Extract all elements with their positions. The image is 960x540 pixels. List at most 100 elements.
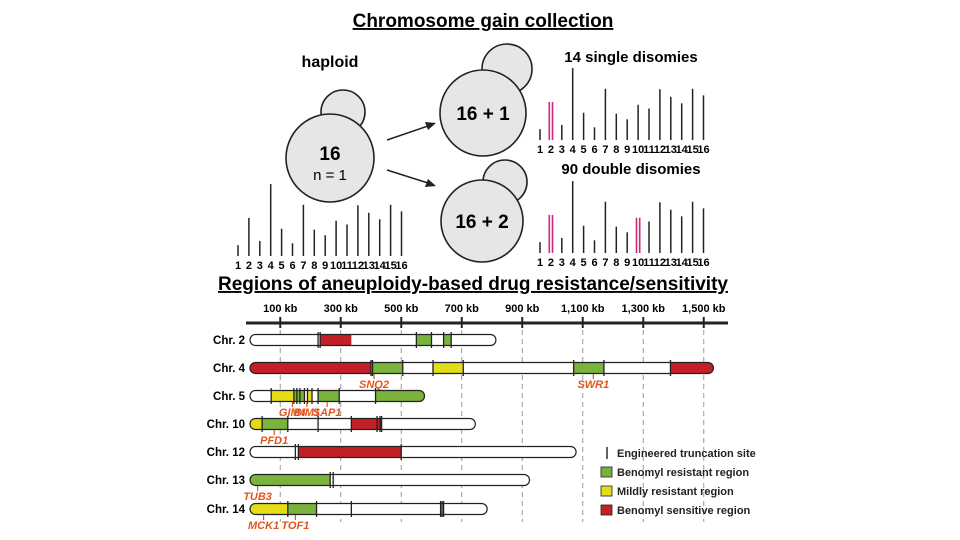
single-disomy-cell: [439, 43, 533, 157]
chromosome-number-11: 11: [643, 144, 655, 156]
benomyl-resistant-region: [250, 474, 331, 486]
mildly-resistant-region: [271, 390, 294, 402]
top-title: Chromosome gain collection: [353, 11, 614, 32]
haploid-cell: [285, 89, 375, 203]
chromosome-body: [250, 334, 496, 346]
chromosome-row: Chr. 12: [207, 444, 577, 460]
chromosome-label: Chr. 5: [213, 391, 246, 403]
chromosome-number-1: 1: [235, 260, 241, 272]
mildly-resistant-region: [307, 390, 313, 402]
chromosome-outline: [249, 445, 577, 459]
chromosome-number-10: 10: [330, 260, 342, 272]
gene-label-tub3: TUB3: [243, 491, 272, 503]
chromosome-outline: [249, 361, 715, 375]
chromosome-row: Chr. 4 SNQ2 SWR1: [213, 360, 715, 391]
chromosome-number-9: 9: [624, 257, 630, 269]
chromosome-number-11: 11: [643, 257, 655, 269]
mildly-resistant-region: [250, 503, 288, 515]
gene-label-gim4: GIM4: [279, 407, 306, 419]
chromosome-outline: [249, 389, 426, 403]
benomyl-resistant-region: [443, 334, 452, 346]
legend-swatch: [600, 504, 613, 516]
chromosome-number-2: 2: [246, 260, 252, 272]
chromosome-number-13: 13: [665, 257, 677, 269]
chromosome-number-1: 1: [537, 144, 543, 156]
chromosome-label: Chr. 12: [207, 447, 245, 459]
benomyl-resistant-region: [287, 503, 317, 515]
chromosome-number-16: 16: [697, 257, 709, 269]
chromosome-number-4: 4: [570, 257, 577, 269]
chromosome-number-15: 15: [686, 144, 698, 156]
chromosome-number-11: 11: [341, 260, 353, 272]
scale-tick-label: 1,300 kb: [622, 303, 666, 315]
legend-label: Benomyl sensitive region: [617, 505, 751, 517]
legend-label: Engineered truncation site: [617, 448, 756, 460]
chromosome-label: Chr. 2: [213, 335, 245, 347]
chromosome-number-7: 7: [300, 260, 306, 272]
haploid-ploidy: n = 1: [313, 167, 347, 184]
chromosome-label: Chr. 4: [213, 363, 246, 375]
chromosome-number-12: 12: [654, 144, 666, 156]
benomyl-resistant-region: [375, 390, 425, 402]
chromosome-number-14: 14: [676, 257, 689, 269]
chromosome-number-7: 7: [602, 257, 608, 269]
chromosome-number-3: 3: [559, 144, 565, 156]
chromosome-map: 100 kb 300 kb 500 kb 700 kb 900 kb 1,100 kb 1,…: [207, 303, 728, 532]
benomyl-sensitive-region: [250, 362, 371, 374]
legend-item: Benomyl resistant region: [600, 466, 749, 479]
legend: Engineered truncation site Benomyl resist…: [600, 447, 756, 517]
chromosome-row: Chr. 13 TUB3: [207, 472, 531, 503]
chromosome-label: Chr. 13: [207, 475, 245, 487]
scale-tick-label: 100 kb: [263, 303, 298, 315]
chromosome-number-15: 15: [686, 257, 698, 269]
chromosome-number-14: 14: [676, 144, 689, 156]
chromosome-number-5: 5: [279, 260, 285, 272]
chromosome-number-5: 5: [581, 144, 587, 156]
double-disomy-cell: [440, 159, 528, 263]
chromosome-number-12: 12: [352, 260, 364, 272]
benomyl-sensitive-region: [319, 334, 352, 346]
benomyl-resistant-region: [293, 390, 305, 402]
arrow-to-double: [386, 169, 436, 187]
chromosome-number-7: 7: [602, 144, 608, 156]
double-disomies-label: 90 double disomies: [561, 161, 700, 178]
chromosome-number-6: 6: [591, 144, 597, 156]
gene-label-bim1: BIM1: [294, 407, 320, 419]
gene-label-swr1: SWR1: [577, 379, 609, 391]
chromosome-number-6: 6: [289, 260, 295, 272]
legend-swatch: [600, 485, 613, 497]
single-disomies-label: 14 single disomies: [564, 49, 697, 66]
legend-label: Mildly resistant region: [617, 486, 734, 498]
chromosome-number-10: 10: [632, 144, 644, 156]
gene-label-snq2: SNQ2: [359, 379, 389, 391]
chromosome-number-5: 5: [581, 257, 587, 269]
haploid-label: haploid: [302, 54, 359, 71]
chromosome-number-8: 8: [311, 260, 317, 272]
chromosome-outline: [249, 502, 488, 516]
single-count: 16 + 1: [456, 104, 510, 125]
benomyl-resistant-region: [372, 362, 403, 374]
benomyl-resistant-region: [416, 334, 432, 346]
chromosome-number-8: 8: [613, 144, 619, 156]
gene-label-sap1: SAP1: [313, 407, 342, 419]
benomyl-sensitive-region: [351, 418, 382, 430]
benomyl-resistant-region: [573, 362, 604, 374]
gene-label-mck1: MCK1: [248, 520, 279, 532]
chromosome-number-6: 6: [591, 257, 597, 269]
legend-item: Mildly resistant region: [600, 485, 734, 498]
scale-tick-label: 1,100 kb: [561, 303, 605, 315]
chromosome-number-15: 15: [384, 260, 396, 272]
benomyl-resistant-region: [318, 390, 340, 402]
chromosome-outline: [249, 417, 476, 431]
legend-item: Benomyl sensitive region: [600, 504, 751, 517]
chromosome-number-10: 10: [632, 257, 644, 269]
chromosome-number-4: 4: [268, 260, 275, 272]
scale-tick-label: 300 kb: [324, 303, 359, 315]
bottom-title: Regions of aneuploidy-based drug resista…: [218, 274, 728, 295]
chromosome-number-3: 3: [559, 257, 565, 269]
chromosome-row: Chr. 2: [213, 332, 497, 348]
